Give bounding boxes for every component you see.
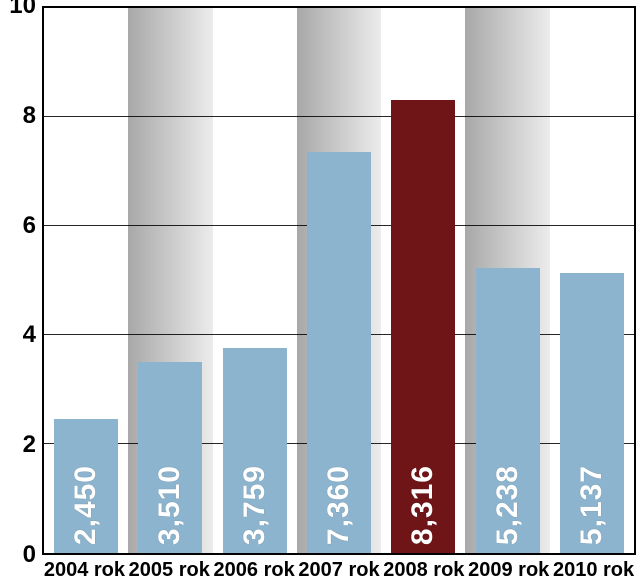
y-tick-label: 6 — [0, 212, 36, 240]
bar: 3,510 — [138, 362, 202, 553]
bar-value-label: 5,137 — [575, 461, 609, 553]
x-category-label: 2006 rok — [212, 559, 297, 582]
x-category-label: 2004 rok — [42, 559, 127, 582]
x-category-label: 2007 rok — [297, 559, 382, 582]
bar-value-label: 2,450 — [69, 461, 103, 553]
y-tick-label: 4 — [0, 321, 36, 349]
bar-value-label: 7,360 — [322, 461, 356, 553]
bar-chart: 2,450 3,510 3,759 7,360 8,316 5,238 5,137 0 2 4 6… — [0, 0, 640, 587]
bar-slot: 3,759 — [213, 8, 297, 553]
bar-slot: 3,510 — [128, 8, 212, 553]
bar-value-label: 8,316 — [406, 461, 440, 553]
bar: 5,137 — [560, 273, 624, 553]
bar-value-label: 3,510 — [153, 461, 187, 553]
x-category-label: 2005 rok — [127, 559, 212, 582]
bar-value-label: 5,238 — [491, 461, 525, 553]
bar: 2,450 — [54, 419, 118, 553]
bar: 5,238 — [476, 268, 540, 553]
y-tick-label: 0 — [0, 541, 36, 569]
x-category-label: 2009 rok — [466, 559, 551, 582]
bar: 7,360 — [307, 152, 371, 553]
x-category-label: 2010 rok — [551, 559, 636, 582]
bar-slot: 7,360 — [297, 8, 381, 553]
bar: 3,759 — [223, 348, 287, 553]
bar-slot: 8,316 — [381, 8, 465, 553]
plot-area: 2,450 3,510 3,759 7,360 8,316 5,238 5,137 — [42, 6, 636, 555]
bar-highlight: 8,316 — [391, 100, 455, 553]
x-category-label: 2008 rok — [381, 559, 466, 582]
y-tick-label: 10 — [0, 0, 36, 20]
bar-slot: 2,450 — [44, 8, 128, 553]
bar-slot: 5,137 — [550, 8, 634, 553]
y-tick-label: 8 — [0, 102, 36, 130]
bar-value-label: 3,759 — [238, 461, 272, 553]
x-axis-labels: 2004 rok2005 rok2006 rok2007 rok2008 rok… — [42, 557, 636, 587]
bar-slot: 5,238 — [465, 8, 549, 553]
y-tick-label: 2 — [0, 431, 36, 459]
